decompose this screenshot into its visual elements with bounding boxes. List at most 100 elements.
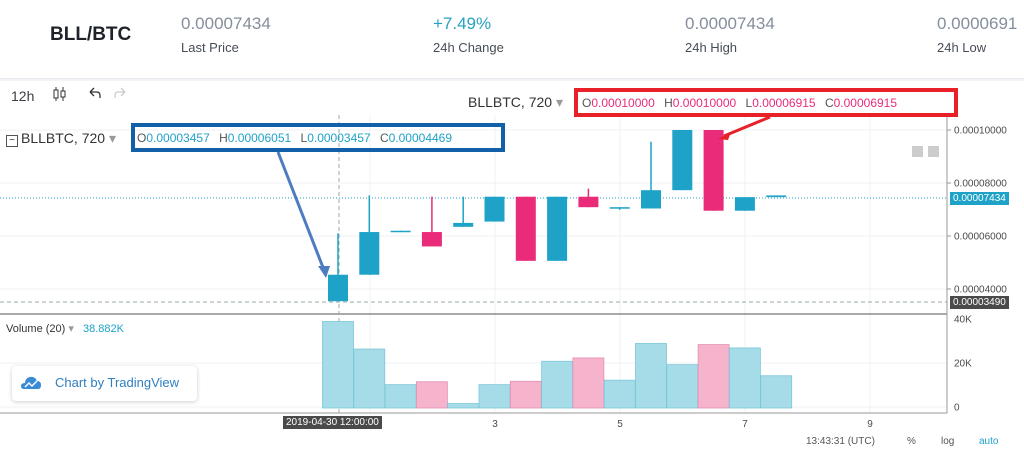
candle-body bbox=[672, 130, 693, 191]
volume-bar bbox=[666, 364, 699, 409]
price-tick-label: 0.00006000 bbox=[954, 232, 1007, 243]
candle-body bbox=[515, 196, 536, 261]
low-stat: 0.0000691 24h Low bbox=[937, 14, 1017, 55]
auto-toggle[interactable]: auto bbox=[979, 436, 999, 447]
pair-title: BLL/BTC bbox=[50, 24, 132, 45]
volume-bar bbox=[697, 344, 730, 409]
market-header: BLL/BTC 0.00007434 Last Price +7.49% 24h… bbox=[0, 0, 1024, 79]
candle-type-icon[interactable] bbox=[52, 85, 68, 106]
volume-bars bbox=[322, 321, 793, 409]
time-tick-label: 9 bbox=[867, 419, 873, 430]
candle-body bbox=[453, 222, 474, 227]
legend-blue-low: 0.00003457 bbox=[307, 131, 371, 145]
scroll-down-icon bbox=[912, 146, 923, 157]
candle-body bbox=[609, 207, 630, 209]
legend-blue-close: 0.00004469 bbox=[388, 131, 453, 145]
blue-arrowhead bbox=[318, 266, 330, 278]
legend-red-high: 0.00010000 bbox=[672, 96, 737, 110]
volume-tick-label: 40K bbox=[954, 315, 972, 326]
volume-bar bbox=[353, 348, 386, 409]
undo-icon[interactable] bbox=[86, 86, 102, 105]
series-name: BLLBTC, 720 bbox=[21, 130, 106, 146]
volume-value: 38.882K bbox=[82, 323, 124, 335]
volume-legend[interactable]: Volume (20) ▾ 38.882K bbox=[6, 323, 124, 335]
volume-bar bbox=[760, 375, 793, 409]
candle-body bbox=[734, 197, 755, 211]
time-tick-label: 3 bbox=[492, 419, 498, 430]
series-name-red: BLLBTC, 720 bbox=[468, 94, 553, 110]
candle-body bbox=[484, 196, 505, 222]
candle-body bbox=[547, 196, 568, 261]
red-arrowhead bbox=[718, 132, 731, 140]
candle-body bbox=[328, 274, 348, 302]
change-stat: +7.49% 24h Change bbox=[433, 14, 504, 55]
volume-tick-label: 0 bbox=[954, 403, 960, 414]
candles bbox=[328, 130, 787, 302]
time-tick-label: 5 bbox=[617, 419, 623, 430]
last-price-label: Last Price bbox=[181, 40, 239, 55]
volume-bar bbox=[603, 379, 636, 409]
cloud-icon bbox=[20, 374, 42, 397]
ohlc-legend-red: O0.00010000 H0.00010000 L0.00006915 C0.0… bbox=[582, 96, 898, 110]
red-arrow-line bbox=[723, 115, 771, 138]
interval-selector[interactable]: 12h bbox=[11, 88, 35, 104]
volume-bar bbox=[729, 347, 761, 409]
tradingview-badge[interactable]: Chart by TradingView bbox=[12, 366, 197, 401]
candle-body bbox=[421, 232, 442, 247]
clock-readout: 13:43:31 (UTC) bbox=[806, 436, 875, 447]
ohlc-legend-blue: O0.00003457 H0.00006051 L0.00003457 C0.0… bbox=[137, 131, 453, 145]
volume-bar bbox=[635, 343, 667, 409]
tradingview-text: Chart by TradingView bbox=[55, 375, 180, 390]
collapse-icon[interactable]: − bbox=[6, 135, 18, 147]
legend-blue-open: 0.00003457 bbox=[146, 131, 210, 145]
blue-arrow-line bbox=[276, 151, 326, 271]
low-value: 0.0000691 bbox=[937, 14, 1018, 33]
high-label: 24h High bbox=[685, 40, 738, 55]
series-label-blue[interactable]: − BLLBTC, 720 ▾ bbox=[6, 130, 116, 147]
redo-icon[interactable] bbox=[113, 86, 129, 105]
candle-body bbox=[359, 232, 380, 275]
candle-body bbox=[578, 196, 599, 208]
volume-bar bbox=[322, 321, 354, 409]
series-label-red[interactable]: BLLBTC, 720 ▾ bbox=[468, 94, 563, 110]
high-value: 0.00007434 bbox=[685, 14, 775, 33]
candle-body bbox=[641, 190, 661, 209]
last-price-badge: 0.00007434 bbox=[950, 192, 1009, 205]
volume-bar bbox=[384, 384, 417, 409]
volume-axis-ticks: 40K 20K 0 bbox=[954, 315, 972, 414]
legend-blue-high: 0.00006051 bbox=[227, 131, 292, 145]
volume-bar bbox=[478, 384, 511, 409]
low-label: 24h Low bbox=[937, 40, 987, 55]
volume-bar bbox=[415, 381, 448, 409]
crosshair-price-badge: 0.00003490 bbox=[950, 296, 1009, 309]
change-value: +7.49% bbox=[433, 14, 492, 33]
high-stat: 0.00007434 24h High bbox=[685, 14, 775, 55]
log-toggle[interactable]: log bbox=[941, 436, 955, 447]
time-axis-ticks: 3 5 7 9 bbox=[492, 419, 873, 430]
chart-grid bbox=[0, 115, 947, 413]
price-tick-label: 0.00004000 bbox=[954, 285, 1007, 296]
scroll-up-icon bbox=[928, 146, 939, 157]
change-label: 24h Change bbox=[433, 40, 504, 55]
last-price-stat: 0.00007434 Last Price bbox=[181, 14, 271, 55]
volume-tick-label: 20K bbox=[954, 359, 972, 370]
red-highlight-box bbox=[574, 88, 958, 117]
blue-highlight-box bbox=[131, 123, 505, 152]
percent-toggle[interactable]: % bbox=[907, 436, 916, 447]
volume-bar bbox=[572, 357, 605, 409]
candle-body bbox=[703, 130, 724, 211]
price-tick-label: 0.00008000 bbox=[954, 179, 1007, 190]
crosshair-time-label: 2019-04-30 12:00:00 bbox=[283, 416, 382, 429]
time-tick-label: 7 bbox=[742, 419, 748, 430]
volume-bar bbox=[541, 360, 573, 409]
candle-body bbox=[766, 195, 787, 198]
price-axis-ticks: 0.00010000 0.00008000 0.00006000 0.00004000 bbox=[947, 126, 1007, 296]
volume-bar bbox=[509, 380, 542, 409]
legend-red-open: 0.00010000 bbox=[591, 96, 655, 110]
last-price-value: 0.00007434 bbox=[181, 14, 271, 33]
legend-red-low: 0.00006915 bbox=[752, 96, 816, 110]
volume-bar bbox=[447, 403, 480, 409]
legend-red-close: 0.00006915 bbox=[833, 96, 898, 110]
volume-label: Volume (20) bbox=[6, 323, 66, 335]
